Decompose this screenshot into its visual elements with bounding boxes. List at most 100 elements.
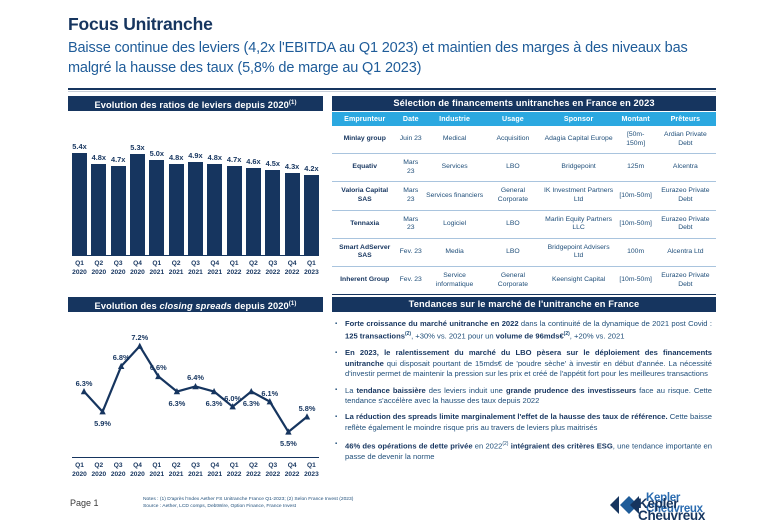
table-row[interactable]: Valoria Capital SAS Mars 23 Services finan… [332, 181, 716, 211]
table-header-row: Emprunteur Date Industrie Usage Sponsor Monta… [332, 112, 716, 126]
table-cell-usage: General Corporate [485, 266, 541, 296]
footer-notes-line: Notes : (1) D'après l'Index Aether FS Un… [143, 497, 354, 502]
bar-column: 4.8x [91, 123, 107, 255]
bar-x-tick: Q2 2022 [246, 260, 261, 276]
table-cell-sponsor: Keensight Capital [540, 266, 617, 296]
table-column-header: Emprunteur [332, 112, 398, 126]
trend-text-fragment: des leviers induit une [425, 385, 506, 395]
bar-value-label: 4.2x [304, 164, 319, 174]
kepler-cheuvreux-logo: Kepler Cheuvreux Kepler Cheuvreux [608, 492, 748, 526]
line-marker [266, 398, 274, 405]
leverage-banner-footnote: (1) [288, 100, 297, 106]
table-column-header: Industrie [424, 112, 486, 126]
bar-column: 5.3x [129, 123, 145, 255]
table-row[interactable]: Minlay group Juin 23 Medical Acquisition Ada… [332, 126, 716, 155]
bar-x-tick: Q1 2023 [304, 260, 319, 276]
bar-value-label: 5.0x [149, 149, 164, 159]
table-row[interactable]: Inherent Group Fev. 23 Service informatiqu… [332, 266, 716, 296]
bar-column: 5.4x [72, 123, 87, 255]
logo-text-cheuvreux: Cheuvreux [638, 508, 706, 523]
line-x-tick: Q1 2023 [304, 462, 319, 478]
line-marker [155, 372, 162, 380]
table-cell-montant: [50m-150m] [616, 126, 655, 155]
bar-column: 4.8x [207, 123, 223, 255]
trend-text-fragment: En 2023, le ralentissement du marché du … [345, 348, 712, 368]
table-cell-emprunteur: Minlay group [332, 126, 398, 155]
table-cell-preteurs: Alcentra [654, 153, 716, 183]
bar-value-label: 4.6x [246, 156, 261, 166]
line-marker [192, 382, 199, 390]
bar-value-label: 5.4x [72, 141, 87, 151]
line-x-tick: Q2 2022 [246, 462, 261, 478]
bar [284, 173, 300, 255]
table-cell-sponsor: IK Investment Partners Ltd [540, 181, 617, 211]
trends-banner: Tendances sur le marché de l'unitranche … [332, 297, 716, 312]
line-value-label: 5.5% [279, 438, 297, 448]
table-column-header: Montant [616, 112, 655, 126]
table-row[interactable]: Smart AdServer SAS Fev. 23 Media LBO Bridgep… [332, 238, 716, 267]
table-row[interactable]: Tennaxia Mars 23 Logiciel LBO Marlin Equity … [332, 210, 716, 239]
financings-table: Emprunteur Date Industrie Usage Sponsor Monta… [332, 112, 716, 296]
line-marker [80, 388, 88, 395]
leverage-bar-chart: 5.4x 4.8x 4.7x 5.3x 5.0x 4.8x 4.9x 4.8x 4.7x 4.6x… [68, 123, 323, 283]
table-cell-preteurs: Ardian Private Debt [654, 126, 716, 155]
spreads-banner-text-b: depuis 2020 [231, 301, 289, 312]
table-cell-sponsor: Bridgepoint Advisers Ltd [540, 238, 617, 267]
line-marker [229, 403, 236, 410]
bar-x-tick: Q1 2020 [72, 260, 87, 276]
trends-list: Forte croissance du marché unitranche en… [332, 318, 716, 463]
table-cell-date: Mars 23 [397, 210, 425, 239]
line-marker [99, 408, 106, 415]
bar-value-label: 4.5x [265, 158, 280, 168]
line-value-label: 5.8% [298, 403, 316, 413]
line-x-tick: Q1 2021 [149, 462, 165, 478]
trend-text-fragment: tendance baissière [356, 385, 426, 395]
trend-text-fragment: volume de 96mds€ [495, 331, 564, 341]
line-value-label: 6.1% [261, 388, 279, 398]
trend-text-fragment: La réduction des spreads limite marginal… [345, 412, 668, 422]
trend-text-fragment: , +20% vs. 2021 [569, 331, 625, 341]
trend-text-fragment: grande prudence des investisseurs [505, 385, 637, 395]
table-column-header: Date [397, 112, 425, 126]
line-x-tick: Q1 2022 [226, 462, 242, 478]
table-row[interactable]: Equativ Mars 23 Services LBO Bridgepoint 125m… [332, 153, 716, 183]
bar-column: 4.8x [168, 123, 184, 255]
line-value-label: 6.0% [224, 393, 242, 403]
bar [110, 165, 126, 255]
bar-x-tick: Q3 2021 [188, 260, 203, 276]
bar-column: 4.7x [226, 123, 242, 255]
bar [91, 163, 107, 255]
line-value-label: 7.2% [131, 333, 149, 343]
bar-x-tick: Q4 2020 [130, 260, 145, 276]
bar [265, 169, 281, 255]
panel-leverage-chart: Evolution des ratios de leviers depuis 2… [68, 96, 323, 283]
line-x-tick: Q4 2021 [207, 462, 223, 478]
table-body: Minlay group Juin 23 Medical Acquisition Ada… [332, 126, 716, 296]
line-marker [248, 388, 255, 395]
trend-text-fragment: (2) [563, 331, 570, 338]
table-cell-usage: LBO [485, 238, 541, 267]
bar-value-label: 4.3x [284, 162, 300, 172]
line-x-tick: Q2 2021 [168, 462, 184, 478]
line-x-tick: Q3 2020 [110, 462, 126, 478]
trend-text-fragment: (2) [502, 441, 509, 448]
bar-column: 5.0x [149, 123, 165, 255]
line-value-label: 5.9% [94, 418, 112, 428]
table-cell-industrie: Logiciel [424, 210, 486, 239]
footer-notes: Notes : (1) D'après l'Index Aether FS Un… [143, 496, 523, 510]
bar [207, 163, 223, 255]
slide-header: Focus Unitranche Baisse continue des lev… [68, 14, 716, 79]
bar-value-label: 4.7x [110, 154, 126, 164]
line-value-label: 6.8% [112, 353, 130, 363]
table-cell-emprunteur: Valoria Capital SAS [332, 181, 398, 211]
bar-x-tick: Q4 2021 [207, 260, 223, 276]
line-value-label: 6.6% [149, 363, 167, 373]
bar-column: 4.2x [303, 123, 319, 255]
bar-x-tick: Q4 2022 [284, 260, 300, 276]
bar [187, 161, 203, 255]
line-x-tick: Q1 2020 [72, 462, 87, 478]
trend-text-fragment: , +30% vs. 2021 pour un [411, 331, 496, 341]
bar-column: 4.3x [284, 123, 300, 255]
leverage-banner-text: Evolution des ratios de leviers depuis 2… [94, 100, 289, 111]
